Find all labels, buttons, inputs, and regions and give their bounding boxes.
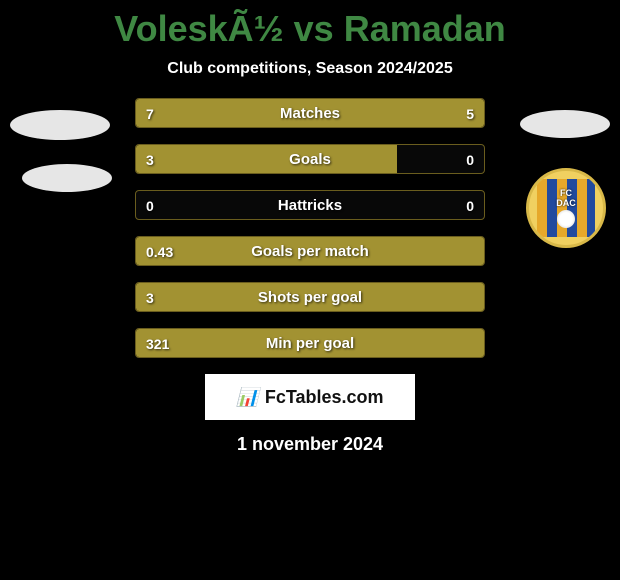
bars-region: 7Matches53Goals00Hattricks00.43Goals per… — [135, 98, 485, 358]
bar-row: 7Matches5 — [135, 98, 485, 128]
subtitle: Club competitions, Season 2024/2025 — [0, 60, 620, 78]
bar-row: 321Min per goal — [135, 328, 485, 358]
bar-row: 0.43Goals per match — [135, 236, 485, 266]
crest-line1: FC — [560, 188, 572, 198]
crest-line2: DAC — [556, 198, 576, 208]
player-left-badge-2 — [22, 164, 112, 192]
bar-value-right: 0 — [466, 145, 474, 174]
bar-row: 0Hattricks0 — [135, 190, 485, 220]
footer-date: 1 november 2024 — [0, 434, 620, 455]
brand-chart-icon: 📊 — [236, 387, 258, 408]
bar-label: Shots per goal — [136, 283, 484, 312]
bar-label: Goals per match — [136, 237, 484, 266]
bar-label: Matches — [136, 99, 484, 128]
bar-row: 3Goals0 — [135, 144, 485, 174]
brand-text: FcTables.com — [265, 387, 384, 408]
bar-label: Min per goal — [136, 329, 484, 358]
bar-value-right: 0 — [466, 191, 474, 220]
player-left-badge-1 — [10, 110, 110, 140]
bar-label: Goals — [136, 145, 484, 174]
brand-box[interactable]: 📊 FcTables.com — [205, 374, 415, 420]
bar-row: 3Shots per goal — [135, 282, 485, 312]
club-crest: FC DAC — [526, 168, 606, 248]
page-title: VoleskÃ½ vs Ramadan — [0, 0, 620, 50]
bar-value-right: 5 — [466, 99, 474, 128]
player-right-badge — [520, 110, 610, 138]
crest-inner: FC DAC — [537, 179, 595, 237]
bar-label: Hattricks — [136, 191, 484, 220]
crest-ball-icon — [557, 210, 575, 228]
comparison-container: FC DAC 7Matches53Goals00Hattricks00.43Go… — [0, 98, 620, 358]
